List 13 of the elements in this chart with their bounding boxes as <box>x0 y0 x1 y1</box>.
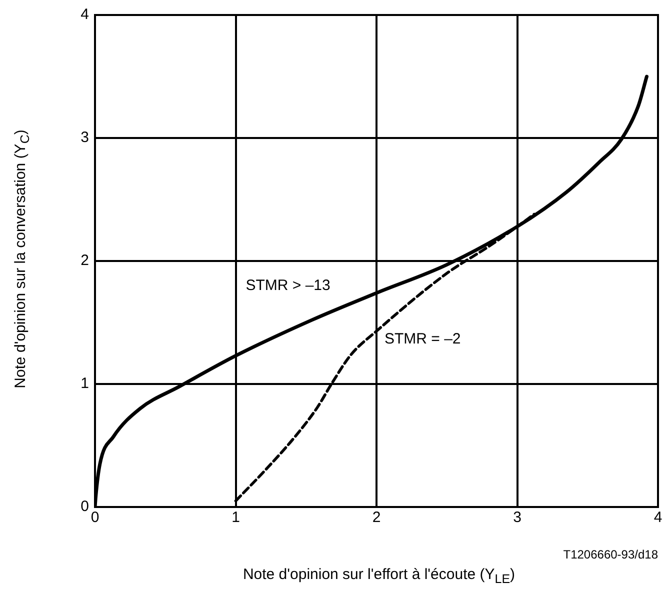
y-tick-label: 3 <box>80 129 89 146</box>
series-label: STMR > –13 <box>246 276 330 294</box>
y-tick-label: 4 <box>80 6 89 24</box>
x-axis-title: Note d'opinion sur l'effort à l'écoute (Y$_{LE}$) <box>242 566 516 586</box>
text: T1206660-93/d18 <box>563 547 658 562</box>
series-label: STMR = –2 <box>384 330 461 348</box>
y-tick-label: 0 <box>80 498 89 516</box>
x-tick-label: 2 <box>372 509 381 526</box>
x-tick-label: 3 <box>513 509 522 526</box>
y-tick-label: 1 <box>80 375 89 392</box>
x-tick-label: 4 <box>654 509 662 526</box>
x-tick-label: 1 <box>232 509 240 526</box>
y-tick-label: 2 <box>80 252 89 270</box>
